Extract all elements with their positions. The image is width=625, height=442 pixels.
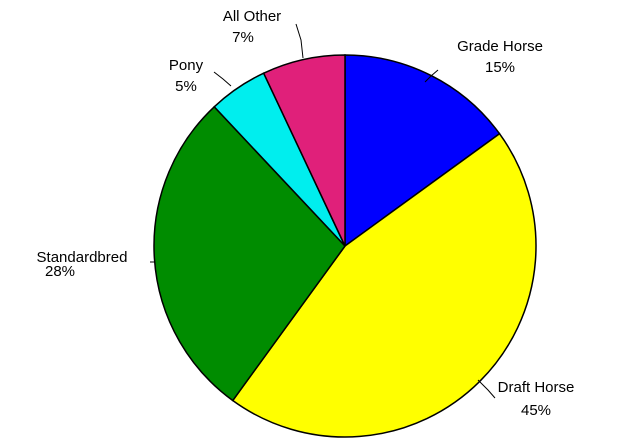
- slice-percent-all-other: 7%: [232, 29, 254, 46]
- slice-percent-pony: 5%: [175, 78, 197, 95]
- slice-label-pony: Pony: [169, 57, 204, 74]
- pie-slice-draft-horse: [231, 132, 537, 438]
- slice-label-grade-horse: Grade Horse: [457, 38, 543, 55]
- slice-label-all-other: All Other: [223, 8, 281, 25]
- slice-label-draft-horse: Draft Horse: [498, 379, 575, 396]
- slice-label-standardbred: Standardbred: [37, 249, 128, 266]
- leader-line-grade-horse: [424, 69, 439, 83]
- slice-percent-standardbred: 28%: [45, 263, 75, 280]
- pie-labels: Grade Horse 15% Draft Horse 45% Standardbred…: [37, 8, 575, 419]
- leader-line-pony: [213, 71, 232, 87]
- leader-line-all-other: [295, 23, 304, 59]
- pie-leader-lines: [150, 23, 496, 399]
- slice-percent-grade-horse: 15%: [485, 59, 515, 76]
- pie-slice-all-other: [262, 54, 346, 247]
- leader-line-draft-horse: [477, 379, 496, 399]
- slice-percent-draft-horse: 45%: [521, 402, 551, 419]
- pie-slices: [153, 54, 537, 438]
- pie-slice-standardbred: [153, 105, 346, 402]
